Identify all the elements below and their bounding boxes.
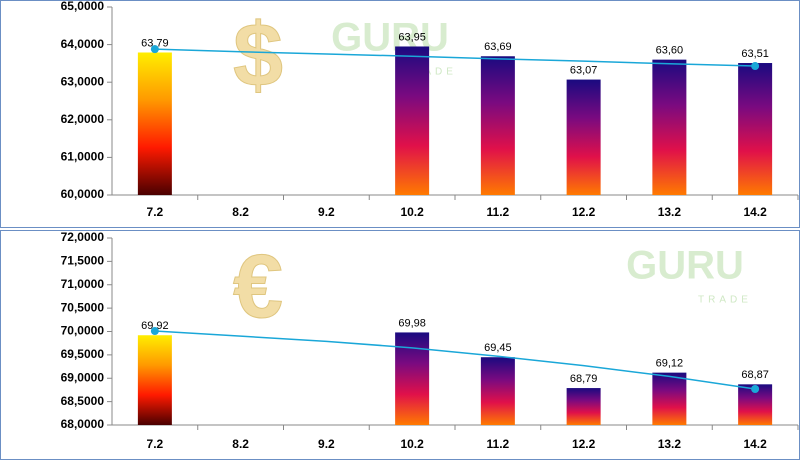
currency-symbol: $ (233, 6, 283, 106)
bar (480, 357, 515, 425)
y-tick-label: 69,0000 (61, 370, 105, 384)
bar (137, 52, 172, 195)
trend-marker (150, 45, 159, 54)
value-label: 68,87 (741, 369, 769, 381)
trend-marker (751, 385, 760, 394)
trendline (154, 48, 756, 67)
value-label: 63,79 (141, 37, 169, 49)
y-tick-label: 63,0000 (61, 74, 105, 88)
x-tick-label: 13.2 (658, 437, 682, 451)
y-tick-label: 60,0000 (61, 187, 105, 201)
x-tick-label: 9.2 (318, 205, 335, 219)
x-tick-label: 7.2 (147, 205, 164, 219)
y-tick-label: 65,0000 (61, 0, 105, 13)
y-tick-label: 68,5000 (61, 394, 105, 408)
trend-marker (751, 62, 760, 71)
y-tick-label: 61,0000 (61, 150, 105, 164)
x-tick-label: 7.2 (147, 437, 164, 451)
bar (566, 388, 601, 425)
trendline (154, 330, 756, 390)
x-tick-label: 11.2 (487, 205, 510, 219)
bar (652, 59, 687, 195)
x-tick-label: 12.2 (572, 205, 596, 219)
value-label: 63,69 (484, 41, 512, 53)
x-tick-label: 10.2 (400, 205, 424, 219)
trend-marker (150, 327, 159, 336)
x-tick-label: 8.2 (232, 205, 249, 219)
y-tick-label: 71,5000 (61, 254, 105, 268)
value-label: 63,60 (656, 45, 684, 57)
x-tick-label: 11.2 (487, 437, 510, 451)
x-tick-label: 9.2 (318, 437, 335, 451)
value-label: 68,79 (570, 373, 598, 385)
bar (738, 63, 773, 195)
bar (137, 335, 172, 425)
watermark-subtitle: TRADE (698, 295, 752, 306)
bar (652, 372, 687, 425)
y-tick-label: 62,0000 (61, 112, 105, 126)
bar (480, 56, 515, 196)
currency-symbol: € (233, 237, 283, 337)
x-tick-label: 14.2 (743, 437, 767, 451)
value-label: 63,51 (741, 48, 769, 60)
x-tick-label: 12.2 (572, 437, 596, 451)
value-label: 63,95 (398, 31, 426, 43)
watermark-title: GURU (331, 16, 449, 60)
y-tick-label: 69,5000 (61, 347, 105, 361)
y-tick-label: 71,0000 (61, 277, 105, 291)
watermark-title: GURU (626, 244, 744, 288)
x-tick-label: 14.2 (743, 205, 767, 219)
x-tick-label: 8.2 (232, 437, 249, 451)
y-tick-label: 68,0000 (61, 417, 105, 431)
value-label: 63,07 (570, 64, 598, 76)
value-label: 69,92 (141, 320, 169, 332)
y-tick-label: 70,5000 (61, 300, 105, 314)
y-tick-label: 72,0000 (61, 230, 105, 244)
value-label: 69,98 (398, 317, 426, 329)
bar (566, 79, 601, 195)
value-label: 69,45 (484, 342, 512, 354)
y-tick-label: 64,0000 (61, 37, 105, 51)
bar (395, 46, 430, 196)
value-label: 69,12 (656, 358, 684, 370)
x-tick-label: 10.2 (400, 437, 424, 451)
y-tick-label: 70,0000 (61, 324, 105, 338)
x-tick-label: 13.2 (658, 205, 682, 219)
